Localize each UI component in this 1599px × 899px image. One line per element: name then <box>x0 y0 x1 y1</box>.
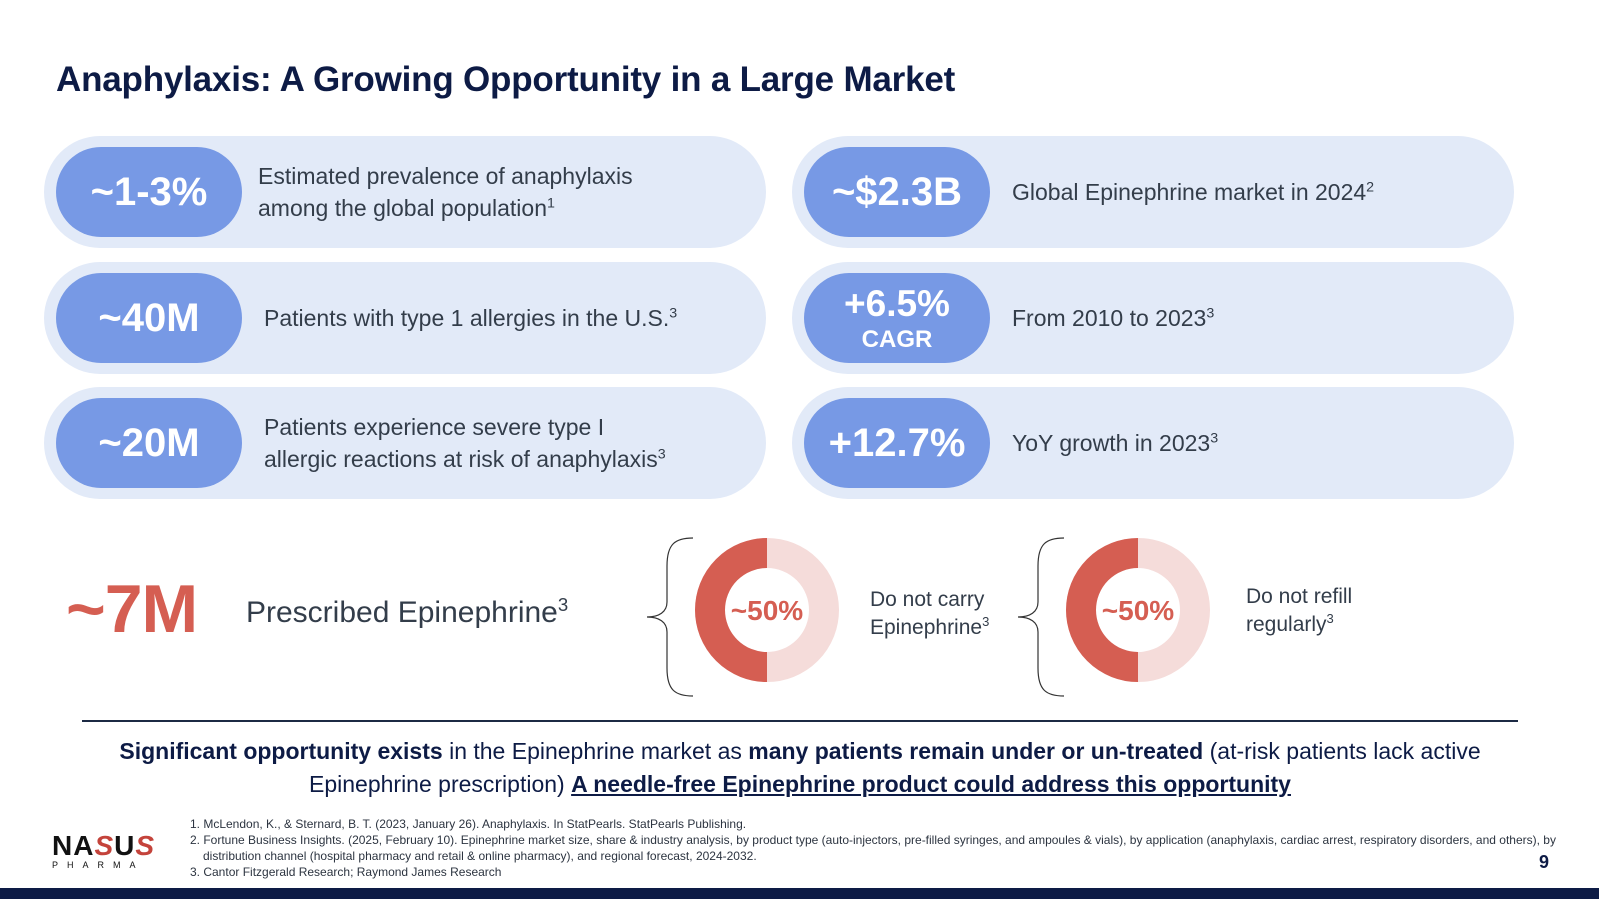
donut-value-arc <box>695 538 768 682</box>
footnote-ref: 3 <box>1206 305 1215 322</box>
prescribed-label-text: Prescribed Epinephrine <box>246 596 558 629</box>
stat-value: +12.7% <box>828 421 966 465</box>
donut-chart-refill: ~50% <box>1066 538 1210 682</box>
footnote-ref: 3 <box>1210 430 1219 447</box>
stat-text-line: Patients with type 1 allergies in the U.… <box>264 305 670 331</box>
prescribed-value: ~7M <box>66 571 198 647</box>
footnote-ref: 3 <box>557 594 569 615</box>
stat-description: Estimated prevalence of anaphylaxis among… <box>258 136 633 248</box>
stat-text-line: among the global population <box>258 195 548 221</box>
section-divider <box>82 720 1518 722</box>
stat-card-prevalence: ~1-3% Estimated prevalence of anaphylaxi… <box>44 136 766 248</box>
stat-value: ~$2.3B <box>831 170 963 214</box>
stat-text-line: Global Epinephrine market in 2024 <box>1012 179 1367 205</box>
footnote-ref: 2 <box>1366 179 1375 196</box>
donut-text-line: Do not carry <box>870 588 985 611</box>
page-number: 9 <box>1538 852 1549 872</box>
summary-highlight: A needle-free Epinephrine product could … <box>571 771 1291 797</box>
stat-pill: ~40M <box>56 273 242 363</box>
slide-title: Anaphylaxis: A Growing Opportunity in a … <box>56 60 956 99</box>
stat-value: ~1-3% <box>90 170 208 214</box>
footnote-ref: 3 <box>669 305 678 322</box>
footnote-ref: 1 <box>547 195 555 212</box>
stat-description: Patients with type 1 allergies in the U.… <box>264 262 677 374</box>
donut-text-line: regularly <box>1246 613 1327 636</box>
stat-description: From 2010 to 20233 <box>1012 262 1214 374</box>
footer-bar <box>0 888 1599 899</box>
stat-pill: ~1-3% <box>56 147 242 237</box>
stat-text-line: allergic reactions at risk of anaphylaxi… <box>264 446 658 472</box>
stat-card-market-size: ~$2.3B Global Epinephrine market in 2024… <box>792 136 1514 248</box>
summary-text-1: in the Epinephrine market as <box>442 738 749 764</box>
brace-icon <box>646 537 694 697</box>
stat-card-type1-allergies: ~40M Patients with type 1 allergies in t… <box>44 262 766 374</box>
stat-card-severe-reactions: ~20M Patients experience severe type I al… <box>44 387 766 499</box>
brace-icon <box>1017 537 1065 697</box>
summary-text-2: (at-risk patients lack active Epinephrin… <box>309 738 1481 797</box>
donut-value-arc <box>1066 538 1139 682</box>
donut-value-label: ~50% <box>1102 595 1174 626</box>
donut-label-carry: Do not carry Epinephrine3 <box>870 586 989 642</box>
reference-item: 2. Fortune Business Insights. (2025, Feb… <box>190 833 1556 863</box>
summary-bold-1: Significant opportunity exists <box>119 738 443 764</box>
company-logo: NASUS PHARMA <box>52 830 157 870</box>
stat-text-line: YoY growth in 2023 <box>1012 430 1211 456</box>
summary-bold-2: many patients remain under or un-treated <box>748 738 1204 764</box>
stat-card-yoy-growth: +12.7% YoY growth in 20233 <box>792 387 1514 499</box>
donut-chart-carry: ~50% <box>695 538 839 682</box>
stat-pill: ~$2.3B <box>804 147 990 237</box>
stat-text-line: Estimated prevalence of anaphylaxis <box>258 163 633 189</box>
logo-wordmark: NASUS <box>52 830 156 861</box>
stat-description: Global Epinephrine market in 20242 <box>1012 136 1374 248</box>
stat-subvalue: CAGR <box>861 325 933 353</box>
donut-label-refill: Do not refill regularly3 <box>1246 583 1352 639</box>
footnote-ref: 3 <box>982 614 990 629</box>
stat-pill: +6.5% CAGR <box>804 273 990 363</box>
references: 1. McLendon, K., & Sternard, B. T. (2023… <box>190 816 1570 880</box>
summary-statement: Significant opportunity exists in the Ep… <box>60 735 1540 801</box>
stat-description: YoY growth in 20233 <box>1012 387 1218 499</box>
reference-item: 3. Cantor Fitzgerald Research; Raymond J… <box>190 865 502 879</box>
reference-item: 1. McLendon, K., & Sternard, B. T. (2023… <box>190 817 747 831</box>
prescribed-label: Prescribed Epinephrine3 <box>246 594 569 630</box>
stat-description: Patients experience severe type I allergi… <box>264 387 666 499</box>
footnote-ref: 3 <box>1326 611 1334 626</box>
logo-tagline: PHARMA <box>52 860 145 870</box>
donut-text-line: Do not refill <box>1246 585 1353 608</box>
stat-value: ~20M <box>98 421 200 465</box>
stat-text-line: Patients experience severe type I <box>264 414 605 440</box>
donut-text-line: Epinephrine <box>870 616 983 639</box>
stat-text-line: From 2010 to 2023 <box>1012 305 1207 331</box>
stat-pill: +12.7% <box>804 398 990 488</box>
donut-value-label: ~50% <box>731 595 803 626</box>
footnote-ref: 3 <box>657 446 666 463</box>
stat-card-cagr: +6.5% CAGR From 2010 to 20233 <box>792 262 1514 374</box>
stat-value: ~40M <box>98 296 200 340</box>
stat-pill: ~20M <box>56 398 242 488</box>
stat-value: +6.5% <box>844 282 950 324</box>
